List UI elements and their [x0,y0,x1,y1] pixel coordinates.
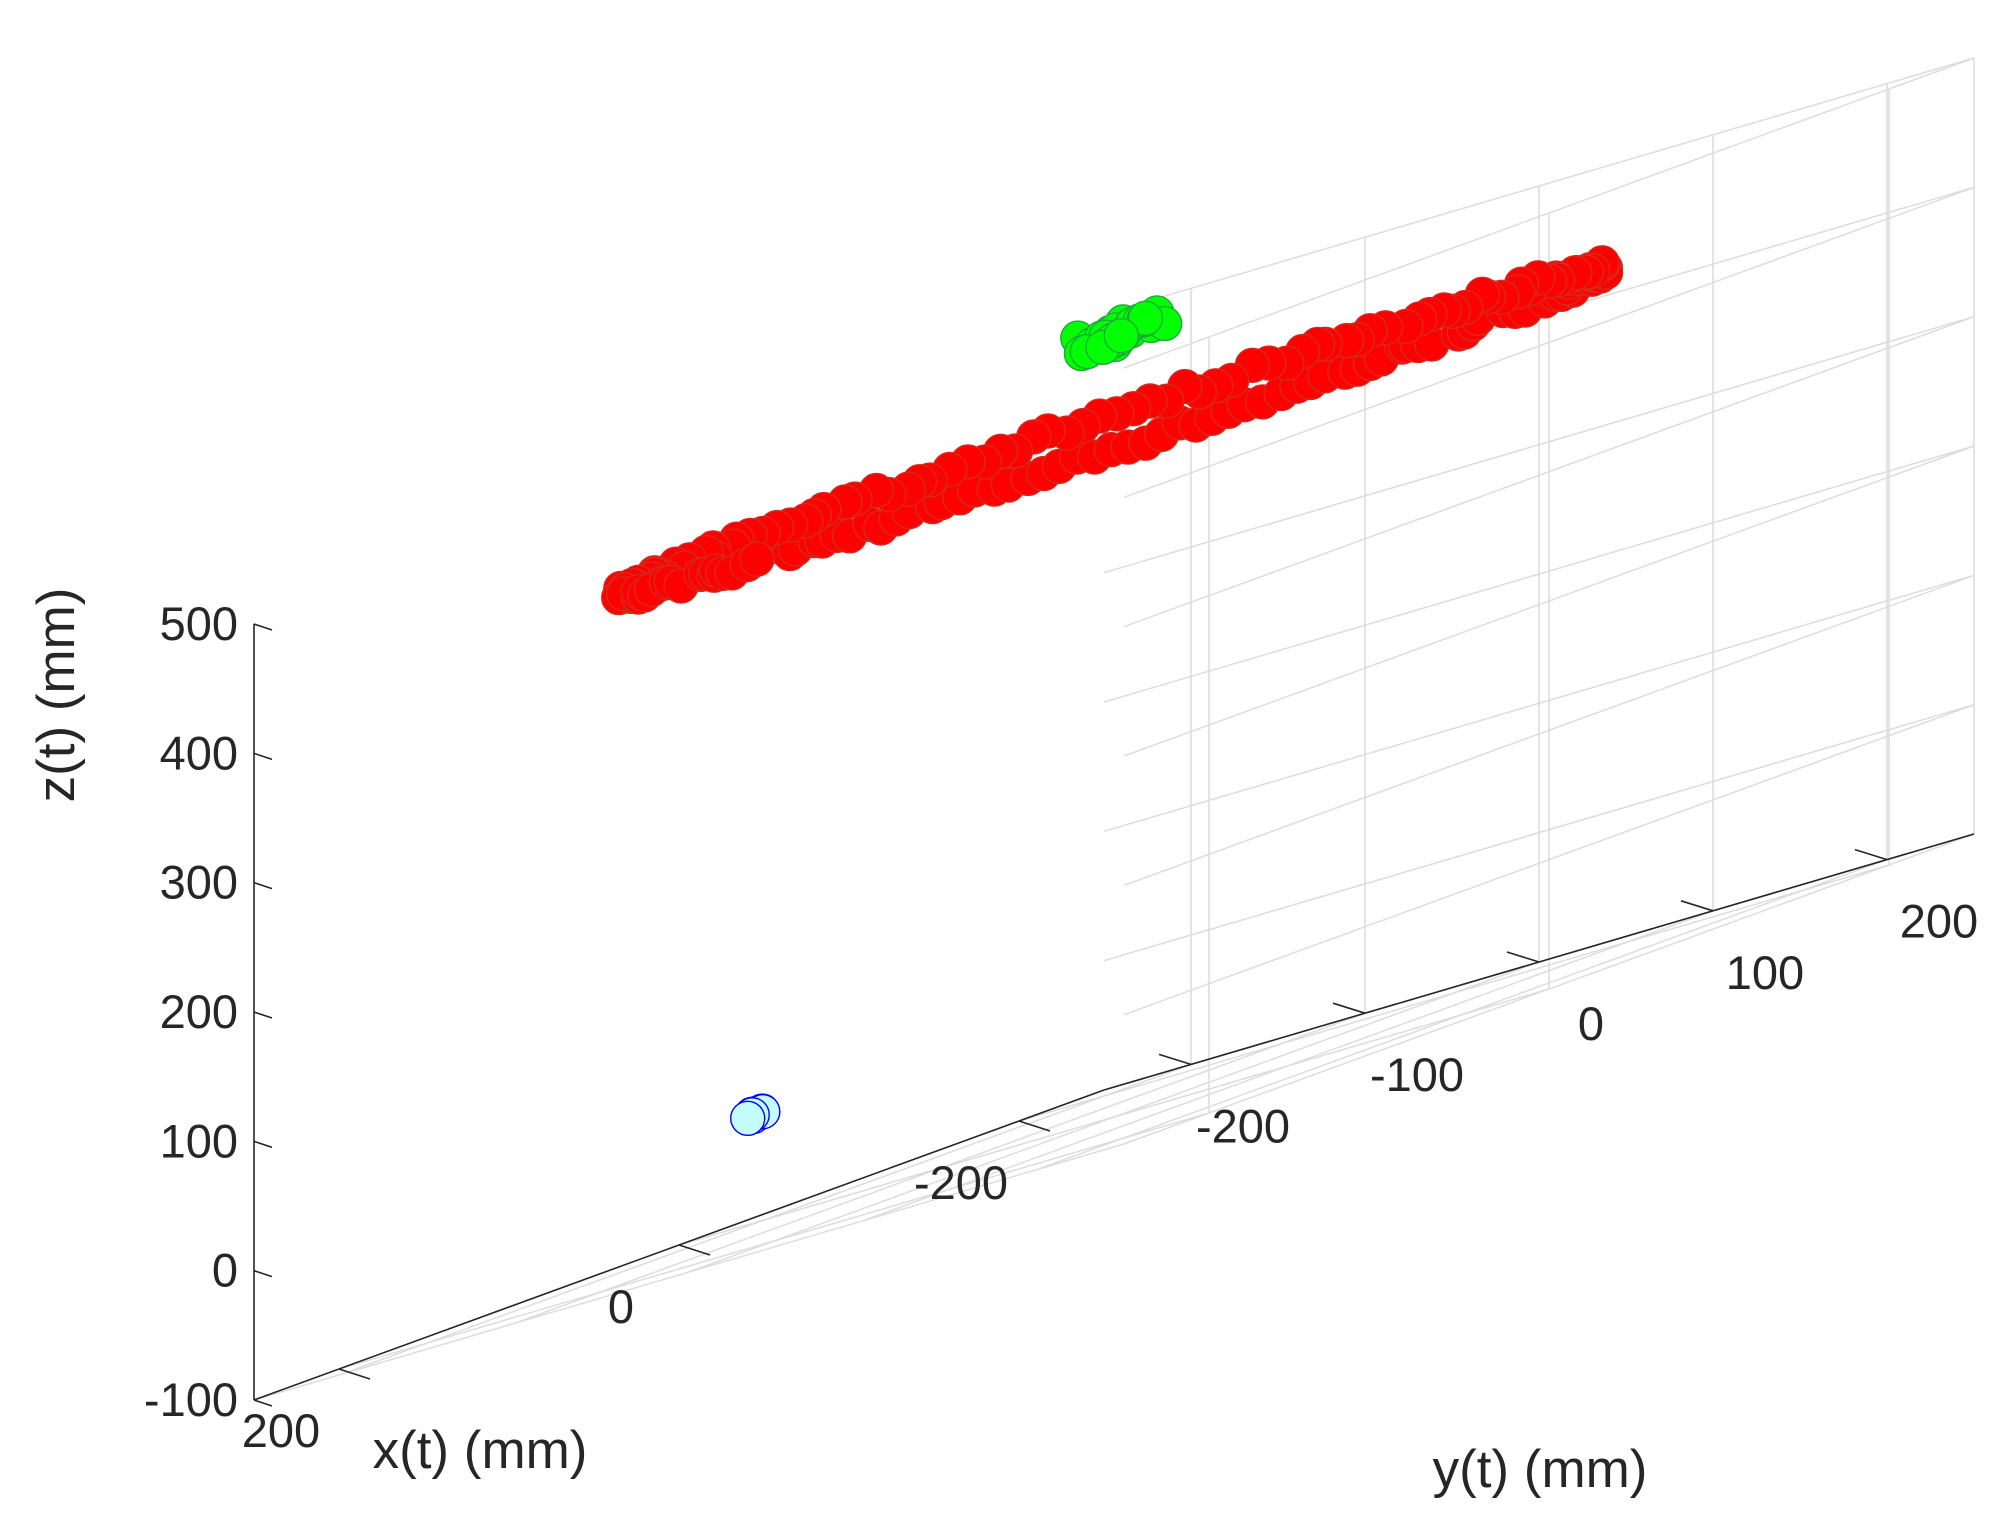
grid-line-y-floor [340,1063,1192,1376]
z-tick-label: 300 [160,856,238,909]
y-tick-mark [1158,1053,1192,1066]
z-tick-mark [253,1399,273,1407]
z-tick-mark [253,1269,273,1278]
z-axis-label: z(t) (mm) [27,588,86,803]
z-tick-mark [253,1140,273,1149]
y-tick-mark [1854,848,1888,861]
y-tick-label: -200 [1196,1099,1290,1152]
grid-line-z-wall-x [1103,57,1975,315]
z-tick-mark [253,623,273,631]
z-tick-label: -100 [144,1373,238,1426]
grid-line-z-wall-x [1103,315,1975,574]
box-edge-floor [253,1143,1125,1401]
y-tick-label: 0 [1578,997,1604,1050]
y-tick-label: 200 [1900,895,1978,948]
data-point [739,541,775,577]
data-point [730,1100,766,1137]
data-point [1127,300,1164,336]
z-tick-mark [253,1011,273,1019]
z-tick-label: 0 [212,1244,238,1297]
z-tick-label: 200 [160,985,238,1038]
grid-line-z-wall-x [1103,445,1975,703]
plot-data [601,245,1624,1137]
grid-line-z-wall-y [1123,445,1975,757]
data-point [1103,318,1139,354]
series-2 [730,1093,781,1137]
x-tick-label: -200 [914,1156,1008,1209]
grid-line-z-wall-y [1123,315,1975,628]
y-tick-mark [1506,951,1540,963]
series-0 [601,245,1624,616]
z-tick-mark [253,881,273,890]
grid-line-y-floor [1036,858,1888,1171]
grid-line-y-floor [862,910,1714,1222]
y-axis-label: y(t) (mm) [1433,1440,1648,1499]
x-tick-mark [338,1368,371,1380]
x-tick-mark [1018,1120,1051,1132]
series-1 [1060,295,1183,372]
x-axis-label: x(t) (mm) [373,1421,588,1480]
axes [253,623,1975,1407]
z-tick-label: 100 [160,1114,238,1167]
grid-line-z-wall-y [1123,57,1975,369]
tick-labels: -100 0 100 200 300 400 500 -200 0 200 -200 -100 0 100… [144,597,1978,1457]
x-tick-label: 200 [242,1404,320,1457]
grid-line-z-wall-y [1123,574,1975,887]
grid-line-z-wall-y [1123,703,1975,1016]
x-tick-label: 0 [608,1280,634,1333]
x-tick-mark [678,1244,711,1256]
z-tick-label: 400 [160,726,238,779]
grid-line-z-wall-x [1103,703,1975,962]
z-tick-label: 500 [160,597,238,650]
grid-line-z-wall-y [1123,186,1975,499]
y-tick-mark [1680,900,1714,912]
y-tick-label: -100 [1370,1048,1464,1101]
grid [253,57,1975,1401]
grid-line-y-floor [688,961,1540,1273]
z-tick-mark [253,752,273,761]
y-tick-label: 100 [1726,946,1804,999]
grid-line-y-floor [514,1012,1366,1324]
grid-line-z-wall-x [1103,574,1975,833]
grid-line-z-wall-y [1123,833,1975,1145]
y-tick-mark [1332,1002,1366,1014]
